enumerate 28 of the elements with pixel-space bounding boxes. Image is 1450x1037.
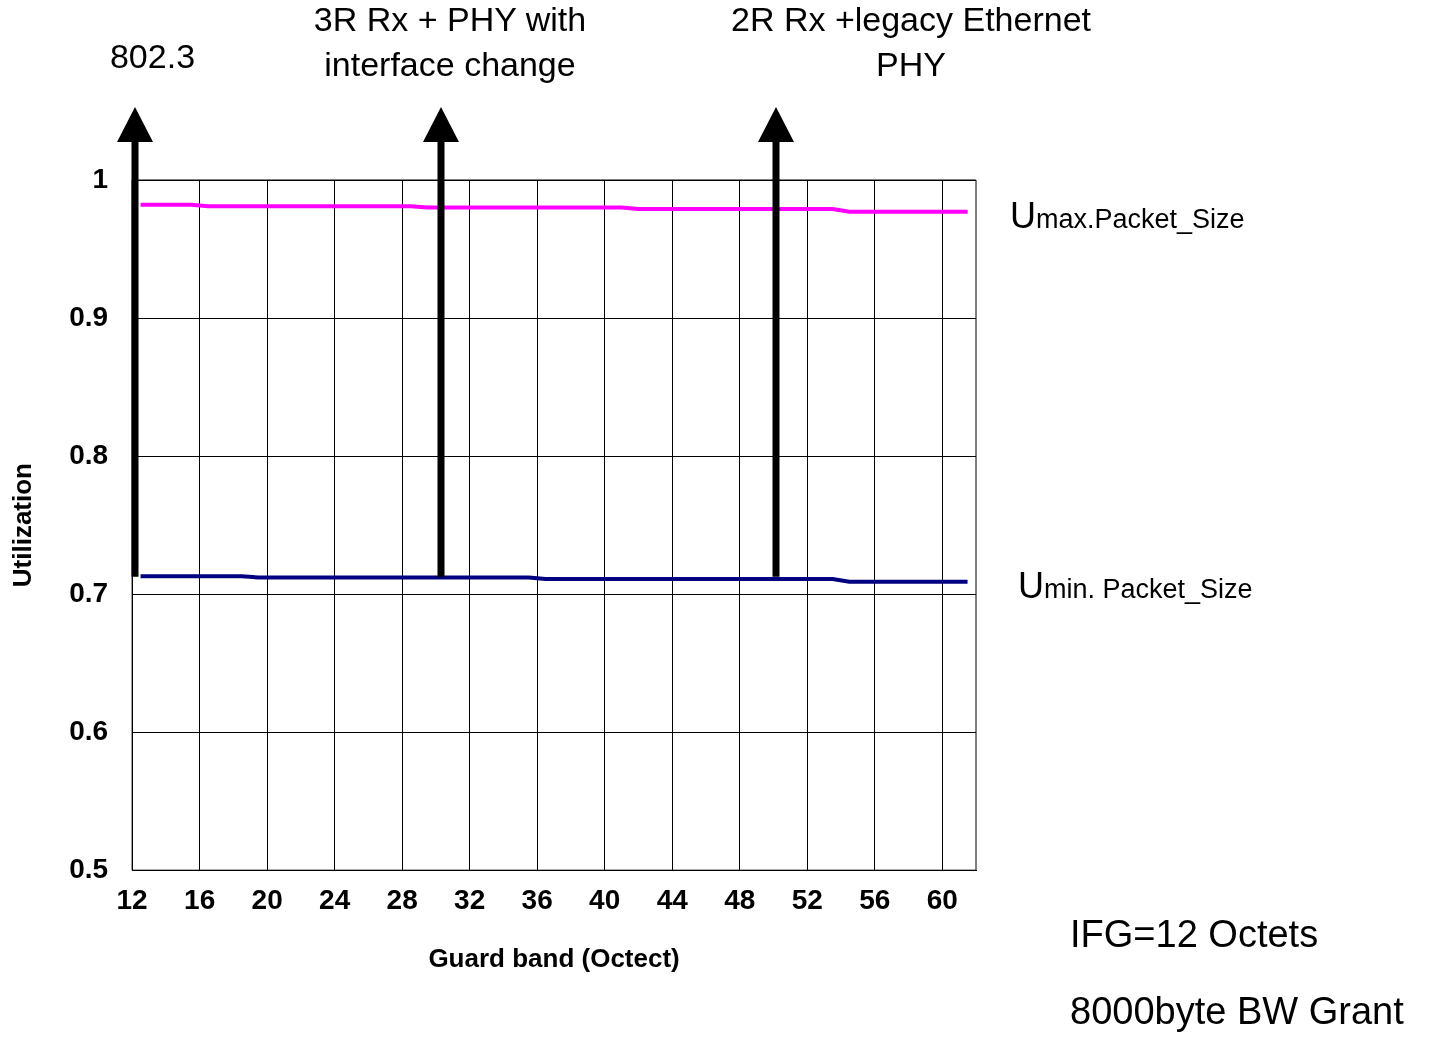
series-label: Umin. Packet_Size <box>1018 564 1253 606</box>
y-axis-title: Utilization <box>6 462 37 588</box>
text: 3R Rx + PHY with interface change <box>313 0 587 84</box>
x-tick-label: 52 <box>791 883 823 915</box>
y-tick-label: 0.8 <box>69 438 109 470</box>
x-tick-label: 44 <box>656 883 689 915</box>
y-tick-label: 0.9 <box>69 300 109 332</box>
y-tick-label: 0.7 <box>69 576 109 608</box>
text: 2R Rx +legacy Ethernet PHY <box>730 0 1092 84</box>
text: 802.3 <box>109 37 196 76</box>
x-tick-label: 48 <box>724 883 756 915</box>
text: IFG=12 Octets <box>1070 912 1319 955</box>
x-axis-title: Guard band (Octect) <box>428 942 680 973</box>
x-tick-label: 24 <box>319 883 351 915</box>
y-tick-label: 1 <box>92 162 109 194</box>
x-tick-label: 16 <box>184 883 216 915</box>
x-tick-label: 56 <box>859 883 891 915</box>
x-tick-label: 40 <box>589 883 621 915</box>
text: 8000byte BW Grant <box>1070 989 1405 1032</box>
x-tick-label: 36 <box>521 883 553 915</box>
y-tick-label: 0.6 <box>69 714 109 746</box>
x-tick-label: 28 <box>386 883 418 915</box>
x-tick-label: 60 <box>926 883 958 915</box>
y-tick-label: 0.5 <box>69 852 109 884</box>
x-tick-label: 12 <box>116 883 148 915</box>
x-tick-label: 20 <box>251 883 283 915</box>
x-tick-label: 32 <box>454 883 486 915</box>
series-label: Umax.Packet_Size <box>1010 194 1245 236</box>
